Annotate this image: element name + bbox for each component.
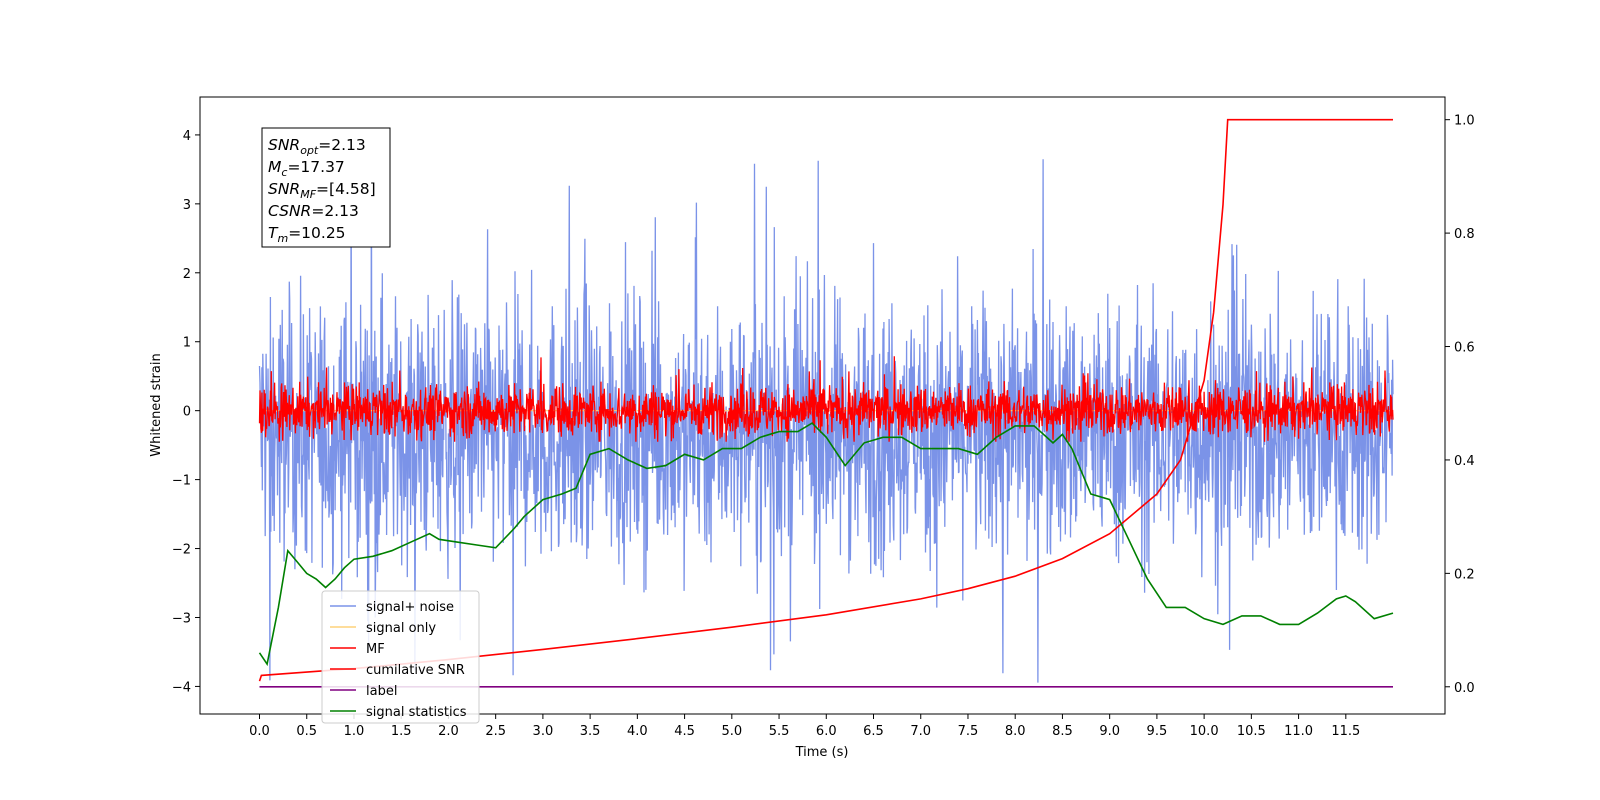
y-right-tick-label: 0.2 — [1454, 567, 1475, 582]
x-tick-label: 6.5 — [863, 724, 884, 739]
series-signal-noise — [258, 155, 1394, 683]
legend-label-signal-statistics: signal statistics — [366, 705, 467, 720]
x-tick-label: 4.0 — [627, 724, 648, 739]
legend-label-label: label — [366, 684, 397, 699]
y-axis-right-ticks: 0.0 0.2 0.4 0.6 0.8 1.0 — [1445, 114, 1475, 696]
annotation-subscript: m — [277, 232, 288, 245]
y-right-tick-label: 1.0 — [1454, 114, 1475, 129]
annotation-value: =10.25 — [288, 224, 345, 242]
x-tick-label: 10.0 — [1190, 724, 1219, 739]
x-tick-label: 6.0 — [816, 724, 837, 739]
annotation-value: =2.13 — [318, 136, 366, 154]
x-tick-label: 5.0 — [721, 724, 742, 739]
legend-label-signal-only: signal only — [366, 621, 436, 636]
y-left-tick-label: 0 — [183, 405, 191, 420]
y-left-tick-label: −2 — [172, 543, 191, 558]
annotation-symbol: SNR — [268, 180, 300, 198]
x-tick-label: 11.0 — [1284, 724, 1313, 739]
x-tick-label: 8.5 — [1052, 724, 1073, 739]
x-tick-label: 8.0 — [1005, 724, 1026, 739]
x-tick-label: 9.5 — [1147, 724, 1168, 739]
y-right-tick-label: 0.0 — [1454, 681, 1475, 696]
legend: signal+ noise signal only MF cumilative SNR… — [321, 590, 480, 724]
annotation-line: SNRMF=[4.58] — [268, 180, 376, 201]
y-left-tick-label: −1 — [172, 474, 191, 489]
annotation-symbol: M — [268, 158, 281, 176]
y-right-tick-label: 0.8 — [1454, 227, 1475, 242]
x-tick-label: 3.5 — [580, 724, 601, 739]
plot-frame — [199, 96, 1446, 715]
x-tick-label: 2.5 — [485, 724, 506, 739]
x-tick-label: 4.5 — [674, 724, 695, 739]
x-tick-label: 7.5 — [958, 724, 979, 739]
y-left-tick-label: 2 — [183, 267, 191, 282]
annotation-subscript: opt — [300, 144, 319, 157]
series-cumulative-snr — [258, 118, 1393, 682]
x-axis-label: Time (s) — [795, 745, 849, 760]
x-tick-label: 7.0 — [910, 724, 931, 739]
legend-label-mf: MF — [366, 642, 385, 657]
legend-label-signal-noise: signal+ noise — [366, 600, 454, 615]
x-tick-label: 2.0 — [438, 724, 459, 739]
y-left-tick-label: −3 — [172, 611, 191, 626]
series-signal-statistics — [258, 422, 1394, 667]
annotation-symbol: T — [268, 224, 279, 242]
annotation-value: =17.37 — [287, 158, 344, 176]
x-tick-label: 5.5 — [769, 724, 790, 739]
x-tick-label: 1.5 — [391, 724, 412, 739]
series-mf — [258, 356, 1394, 442]
annotation-line: Tm=10.25 — [268, 224, 346, 245]
y-axis-left-ticks: −4 −3 −2 −1 0 1 2 3 4 — [172, 129, 200, 695]
x-tick-label: 9.0 — [1099, 724, 1120, 739]
legend-label-cumilative-snr: cumilative SNR — [366, 663, 465, 678]
x-tick-label: 0.0 — [249, 724, 270, 739]
annotation-symbol: CSNR — [268, 202, 311, 220]
x-tick-label: 3.0 — [533, 724, 554, 739]
annotation-subscript: c — [281, 166, 287, 179]
annotation-line: Mc=17.37 — [268, 158, 345, 179]
x-tick-label: 10.5 — [1237, 724, 1266, 739]
x-tick-label: 11.5 — [1331, 724, 1360, 739]
annotation-subscript: MF — [300, 188, 316, 201]
y-left-tick-label: 4 — [183, 129, 191, 144]
x-axis-ticks: 0.0 0.5 1.0 1.5 2.0 2.5 3.0 3.5 4.0 4.5 5.0 5.5 6.0 6… — [249, 714, 1360, 739]
y-right-tick-label: 0.6 — [1454, 341, 1475, 356]
x-tick-label: 1.0 — [344, 724, 365, 739]
annotation-value: =2.13 — [311, 202, 359, 220]
x-tick-label: 0.5 — [296, 724, 317, 739]
annotation-line: SNRopt=2.13 — [268, 136, 366, 157]
annotation-symbol: SNR — [268, 136, 300, 154]
annotation-line: CSNR=2.13 — [268, 202, 359, 220]
y-left-tick-label: 3 — [183, 198, 191, 213]
y-right-tick-label: 0.4 — [1454, 454, 1475, 469]
y-left-tick-label: −4 — [172, 680, 191, 695]
annotation-value: =[4.58] — [316, 180, 376, 198]
y-axis-left-label: Whitened strain — [149, 353, 164, 456]
annotation-box: SNRopt=2.13Mc=17.37SNRMF=[4.58]CSNR=2.13… — [261, 127, 391, 248]
y-left-tick-label: 1 — [183, 336, 191, 351]
